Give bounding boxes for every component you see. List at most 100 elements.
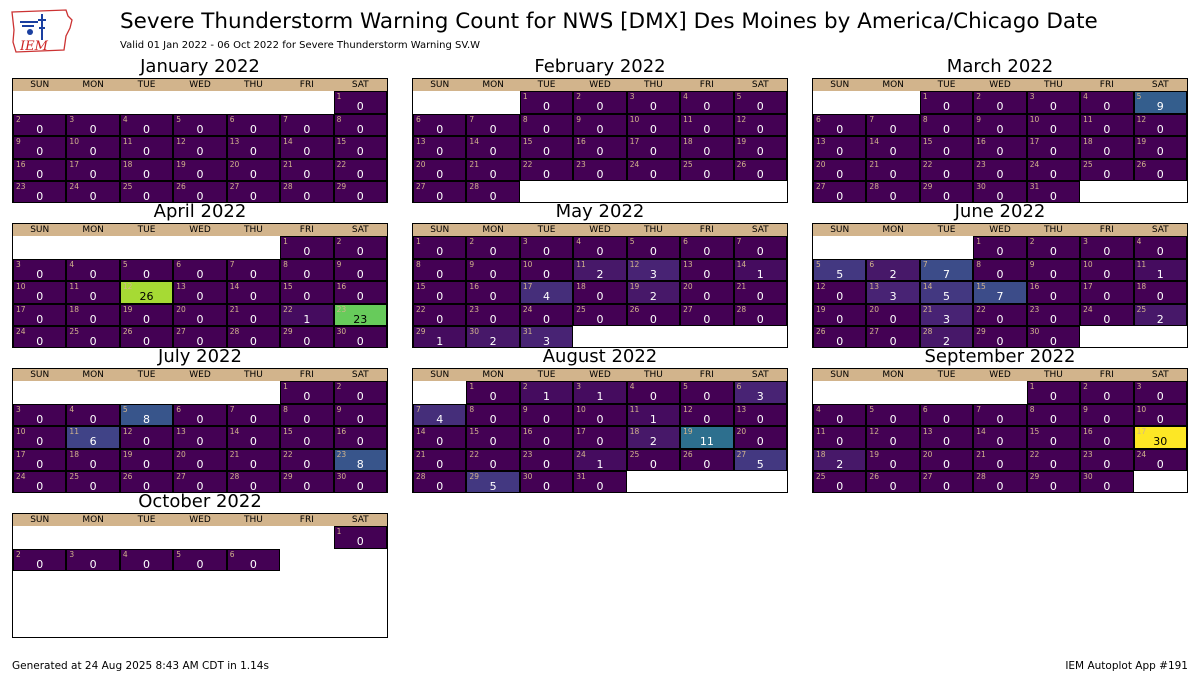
day-cell: 23 0 [13, 181, 67, 202]
day-number: 25 [576, 304, 586, 314]
warning-count-label: 0 [1049, 435, 1057, 448]
day-number: 28 [229, 472, 240, 481]
day-number: 23 [336, 449, 347, 459]
month-title: April 2022 [153, 201, 247, 222]
day-number: 10 [522, 259, 533, 269]
day-cell: 18 0 [573, 281, 627, 304]
weekday-label: MON [482, 370, 504, 380]
day-number: 18 [69, 449, 79, 459]
day-number: 21 [869, 159, 879, 169]
day-number: 9 [1083, 404, 1088, 414]
warning-count-label: 0 [489, 312, 497, 326]
day-cell: 19 0 [866, 448, 920, 471]
day-number: 17 [522, 282, 533, 291]
day-number: 9 [336, 259, 342, 269]
warning-count-label: 0 [836, 412, 844, 426]
weekday-label: SAT [751, 80, 769, 90]
weekday-label: SAT [1151, 80, 1169, 90]
weekday-label: SUN [430, 80, 450, 90]
day-cell: 20 0 [173, 448, 227, 471]
day-number: 6 [922, 404, 928, 414]
day-cell: 12 0 [1133, 113, 1187, 136]
day-number: 7 [469, 114, 475, 124]
weekday-label: TUE [537, 370, 556, 380]
warning-count-label: 0 [703, 312, 711, 326]
day-cell: 25 0 [119, 181, 174, 202]
warning-count-label: 0 [489, 267, 497, 281]
day-cell: 16 0 [1026, 281, 1081, 304]
day-cell: 20 0 [813, 158, 867, 181]
warning-count-label: 5 [756, 457, 764, 471]
day-number: 2 [976, 92, 982, 101]
day-number: 22 [336, 159, 347, 169]
warning-count-label: 0 [1103, 267, 1111, 281]
day-number: 15 [976, 282, 986, 291]
day-cell: 10 0 [13, 281, 67, 304]
day-number: 11 [122, 137, 133, 146]
day-number: 4 [683, 92, 688, 101]
day-number: 23 [976, 159, 986, 169]
warning-count-label: 0 [996, 480, 1004, 493]
warning-count-label: 0 [1103, 480, 1111, 493]
day-cell: 19 2 [626, 281, 681, 304]
day-number: 7 [416, 404, 421, 414]
warning-count-label: 0 [836, 145, 844, 158]
day-number: 31 [1029, 182, 1040, 191]
warning-count-label: 0 [943, 122, 951, 136]
day-number: 5 [683, 382, 688, 391]
weekday-label: FRI [299, 515, 314, 525]
day-number: 19 [816, 304, 826, 314]
warning-count-label: 0 [143, 335, 151, 348]
warning-count-label: 8 [143, 412, 151, 426]
day-number: 9 [522, 404, 528, 414]
day-number: 11 [69, 427, 79, 436]
day-cell: 11 1 [626, 403, 681, 426]
day-cell: 18 2 [813, 448, 867, 471]
warning-count-label: 6 [89, 435, 97, 448]
day-cell: 22 0 [1026, 448, 1081, 471]
day-number: 2 [336, 237, 342, 246]
warning-count-label: 0 [436, 267, 444, 281]
day-number: 19 [122, 304, 133, 314]
day-number: 1 [336, 92, 342, 101]
day-number: 18 [576, 282, 586, 291]
warning-count-label: 0 [1103, 245, 1111, 258]
day-number: 5 [629, 237, 635, 246]
day-number: 21 [229, 449, 240, 459]
day-number: 5 [122, 404, 128, 414]
warning-count-label: 0 [1156, 412, 1164, 426]
weekday-label: MON [882, 80, 904, 90]
warning-count-label: 0 [36, 122, 44, 136]
weekday-label: MON [482, 225, 504, 235]
day-number: 11 [1083, 114, 1093, 124]
warning-count-label: 0 [36, 167, 44, 181]
day-number: 9 [336, 404, 342, 414]
warning-count-label: 0 [143, 122, 151, 136]
day-cell: 17 0 [66, 158, 120, 181]
day-number: 28 [736, 304, 747, 314]
warning-count-label: 0 [703, 122, 711, 136]
day-cell: 16 0 [1080, 426, 1134, 449]
weekday-label: SUN [430, 225, 450, 235]
day-number: 16 [522, 427, 533, 436]
month-title: March 2022 [946, 56, 1054, 77]
warning-count-label: 0 [1049, 412, 1057, 426]
day-cell: 25 0 [626, 448, 681, 471]
warning-count-label: 0 [436, 167, 444, 181]
day-number: 4 [69, 259, 75, 269]
day-cell: 29 5 [466, 471, 520, 492]
day-number: 23 [576, 159, 586, 169]
warning-count-label: 0 [356, 190, 364, 203]
day-number: 20 [922, 449, 933, 459]
weekday-label: THU [643, 370, 663, 380]
day-number: 1 [976, 237, 982, 246]
